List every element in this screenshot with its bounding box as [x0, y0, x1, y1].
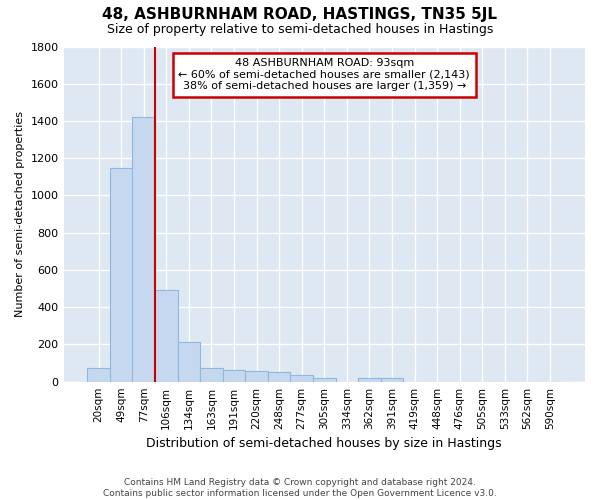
Text: Contains HM Land Registry data © Crown copyright and database right 2024.
Contai: Contains HM Land Registry data © Crown c…: [103, 478, 497, 498]
Bar: [110, 168, 133, 382]
Bar: [290, 375, 313, 382]
Text: 48 ASHBURNHAM ROAD: 93sqm
← 60% of semi-detached houses are smaller (2,143)
38% : 48 ASHBURNHAM ROAD: 93sqm ← 60% of semi-…: [178, 58, 470, 92]
Bar: [245, 372, 268, 382]
Bar: [178, 342, 200, 382]
Bar: [200, 368, 223, 382]
Y-axis label: Number of semi-detached properties: Number of semi-detached properties: [15, 111, 25, 317]
Bar: [155, 290, 178, 382]
X-axis label: Distribution of semi-detached houses by size in Hastings: Distribution of semi-detached houses by …: [146, 437, 502, 450]
Bar: [313, 378, 335, 382]
Bar: [223, 370, 245, 382]
Bar: [133, 118, 155, 382]
Bar: [87, 368, 110, 382]
Text: 48, ASHBURNHAM ROAD, HASTINGS, TN35 5JL: 48, ASHBURNHAM ROAD, HASTINGS, TN35 5JL: [103, 8, 497, 22]
Bar: [381, 378, 403, 382]
Bar: [268, 372, 290, 382]
Text: Size of property relative to semi-detached houses in Hastings: Size of property relative to semi-detach…: [107, 22, 493, 36]
Bar: [358, 378, 381, 382]
